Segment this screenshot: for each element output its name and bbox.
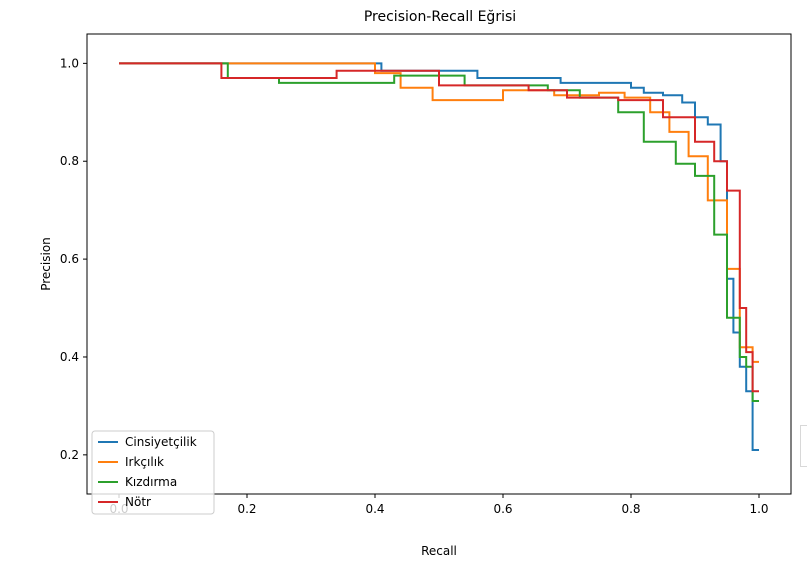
y-tick-label: 0.2 <box>60 448 79 462</box>
x-axis-label: Recall <box>421 544 457 558</box>
legend-label: Nötr <box>125 495 151 509</box>
x-tick-label: 0.8 <box>621 502 640 516</box>
legend: Cinsiyetçilik Irkçılık Kızdırma Nötr <box>91 430 215 515</box>
series-line-3 <box>119 62 759 402</box>
legend-label: Irkçılık <box>125 455 164 469</box>
series-line-1 <box>119 62 759 451</box>
series-line-2 <box>119 62 759 363</box>
window-edge-fragment <box>800 425 807 467</box>
plot-area <box>87 34 791 494</box>
legend-label: Cinsiyetçilik <box>125 435 197 449</box>
x-tick-label: 0.2 <box>237 502 256 516</box>
y-tick-label: 1.0 <box>60 56 79 70</box>
x-tick-label: 0.4 <box>365 502 384 516</box>
series-line-4 <box>119 62 759 393</box>
x-tick-label: 1.0 <box>749 502 768 516</box>
y-axis-label: Precision <box>39 237 53 291</box>
series-layer <box>119 62 759 451</box>
y-tick-label: 0.8 <box>60 154 79 168</box>
y-axis-ticks: 0.2 0.4 0.6 0.8 1.0 <box>60 56 87 462</box>
x-tick-label: 0.6 <box>493 502 512 516</box>
y-tick-label: 0.4 <box>60 350 79 364</box>
chart-title: Precision-Recall Eğrisi <box>364 9 516 25</box>
y-tick-label: 0.6 <box>60 252 79 266</box>
plot-frame <box>86 33 792 495</box>
legend-label: Kızdırma <box>125 475 177 489</box>
legend-box <box>91 430 215 515</box>
